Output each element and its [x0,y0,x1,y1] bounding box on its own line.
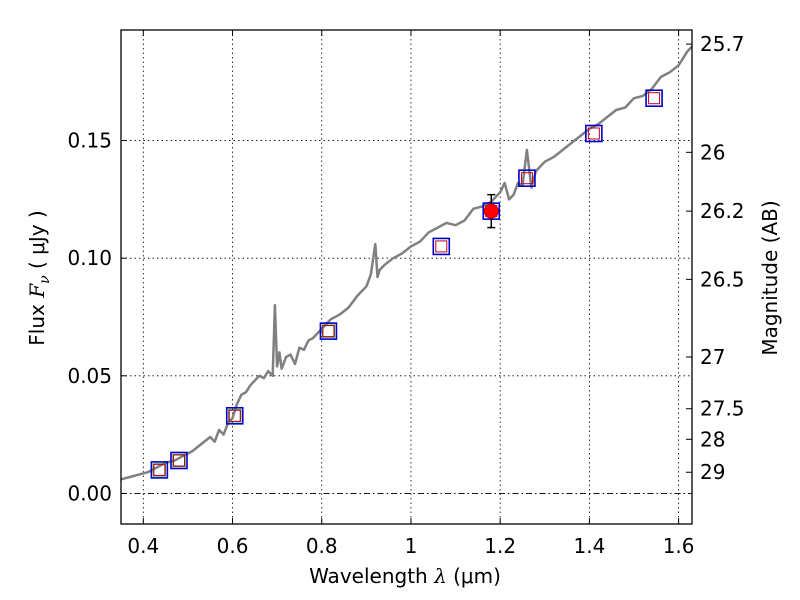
right-tick-label: 26.2 [700,199,745,223]
observed-photometry-square [518,169,536,187]
y-tick-label: 0.10 [67,246,112,270]
y-tick-label: 0.00 [67,481,112,505]
x-tick-label: 1.6 [663,534,695,558]
sed-model-curve [120,45,693,481]
x-tick-label: 1.4 [573,534,605,558]
observed-photometry-square [225,406,244,425]
observed-photometry-square [432,237,451,256]
x-tick-label: 1 [405,534,418,558]
x-tick-label: 0.4 [127,534,159,558]
right-tick-label: 25.7 [700,32,745,56]
observed-photometry-square [319,322,338,340]
observed-photometry-square [170,451,188,470]
x-axis-label: Wavelength λ (μm) [309,564,501,588]
right-axis-label: Magnitude (AB) [758,200,782,355]
observed-photometry-square [585,124,603,143]
model-photometry-square [435,240,448,253]
y-tick-label: 0.15 [67,129,112,153]
grid-lines [121,30,692,524]
x-axis-ticks: 0.4 0.6 0.8 1 1.2 1.4 1.6 [127,30,695,558]
x-tick-label: 0.8 [306,534,338,558]
right-tick-label: 27 [700,345,725,369]
model-photometry-square [172,454,185,467]
model-photometry-square [520,172,533,185]
measured-flux-point [483,203,499,219]
model-photometry-square [587,127,600,140]
right-tick-label: 26 [700,140,725,164]
model-photometry-square [228,409,241,422]
y-tick-label: 0.05 [67,364,112,388]
right-tick-label: 29 [700,460,725,484]
right-axis-ticks: 25.7 26 26.2 26.5 27 27.5 28 29 [686,32,745,484]
right-tick-label: 26.5 [700,267,745,291]
model-photometry-square [648,92,661,105]
model-photometry-square [153,463,166,476]
observed-photometry-square [150,461,169,479]
right-tick-label: 27.5 [700,397,745,421]
plot-frame [120,29,693,525]
y-axis-ticks: 0.00 0.05 0.10 0.15 [67,129,127,505]
x-tick-label: 0.6 [217,534,249,558]
plot-area [120,45,693,481]
right-tick-label: 28 [700,427,725,451]
x-tick-label: 1.2 [484,534,516,558]
y-axis-label: Flux Fν ( μJy ) [25,210,53,345]
model-photometry-square [322,325,335,338]
observed-photometry-square [645,89,663,108]
